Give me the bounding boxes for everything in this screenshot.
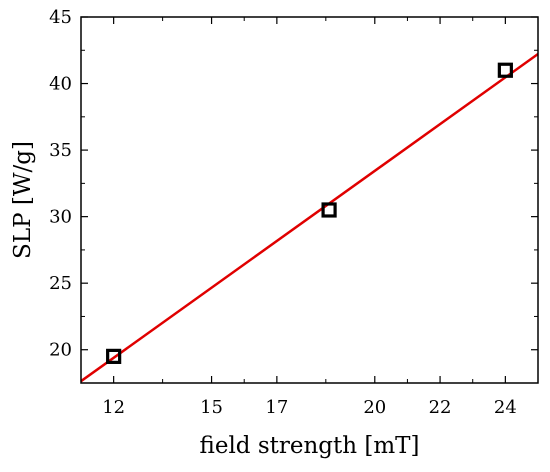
y-tick-label: 20	[49, 340, 72, 361]
x-tick-label: 12	[102, 397, 125, 418]
y-axis-title: SLP [W/g]	[10, 141, 36, 259]
y-tick-label: 40	[49, 74, 72, 95]
data-point	[106, 348, 122, 364]
x-tick-label: 17	[265, 397, 288, 418]
x-tick-label: 15	[200, 397, 223, 418]
y-tick-label: 25	[49, 273, 72, 294]
y-tick-label: 45	[49, 7, 72, 28]
fit-layer	[80, 52, 539, 383]
ticks-layer: 12 15 17 20 22 24 20 25 30 35 40 45	[49, 7, 538, 418]
x-tick-label: 20	[363, 397, 386, 418]
data-point	[497, 62, 513, 78]
y-tick-label: 35	[49, 140, 72, 161]
fit-line	[80, 52, 539, 383]
plot-frame	[80, 16, 539, 384]
points-layer	[106, 62, 513, 364]
y-tick-label: 30	[49, 207, 72, 228]
data-point	[321, 202, 337, 218]
x-tick-label: 22	[429, 397, 452, 418]
x-axis-title: field strength [mT]	[200, 433, 420, 459]
x-tick-label: 24	[494, 397, 517, 418]
